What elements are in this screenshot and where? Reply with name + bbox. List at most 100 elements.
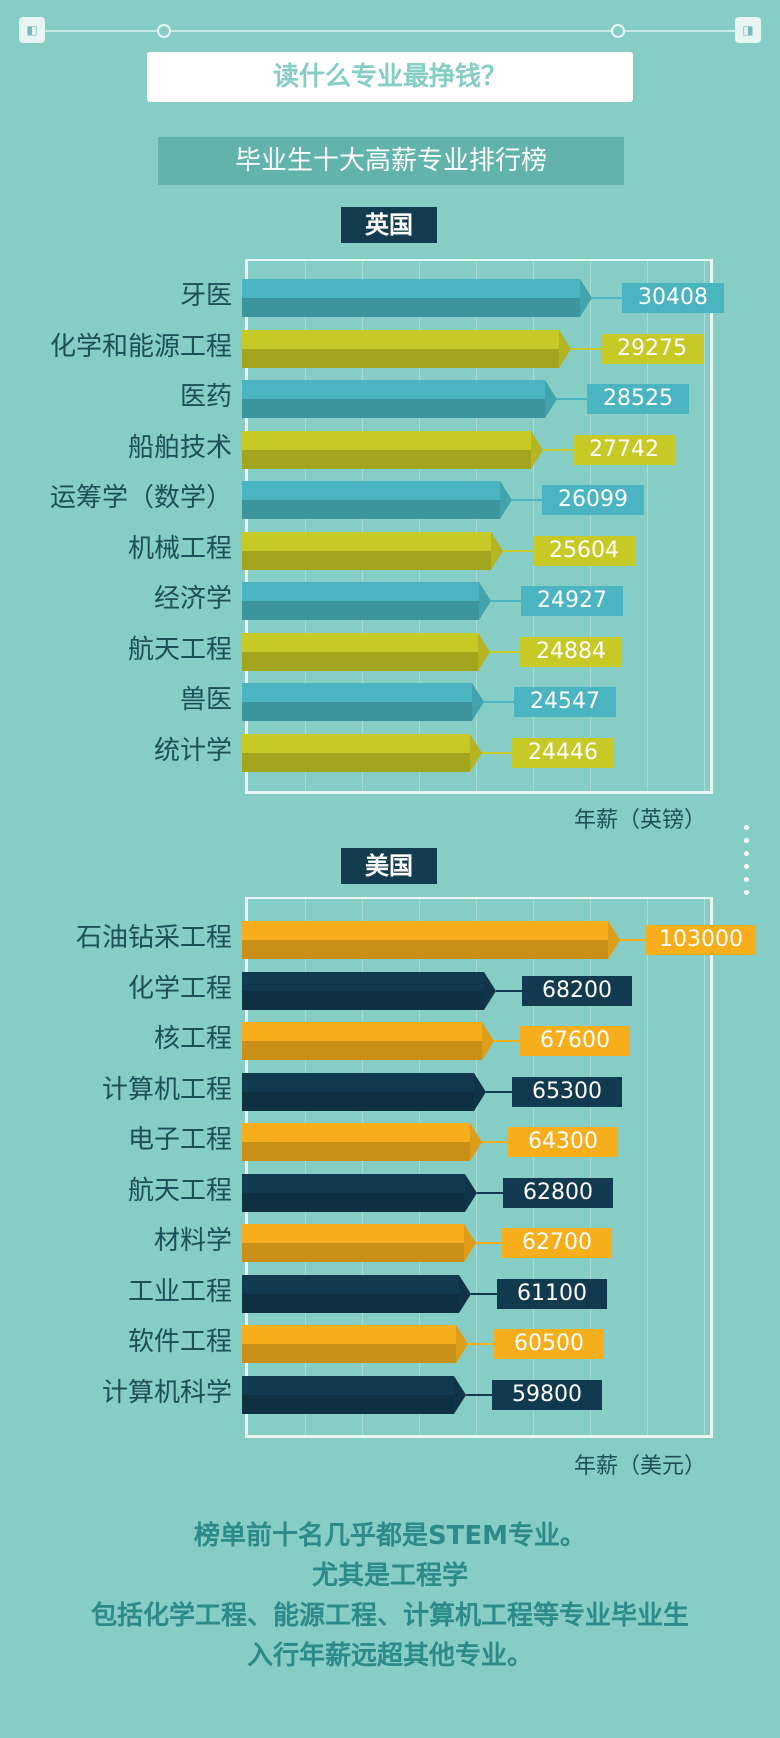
bar: [242, 1274, 471, 1313]
value-label: 62700: [502, 1228, 612, 1258]
category-label: 软件工程: [127, 1327, 232, 1357]
bar: [242, 279, 592, 317]
bar: [242, 1224, 476, 1262]
value-label: 62800: [503, 1177, 613, 1208]
value-label: 68200: [522, 975, 632, 1006]
value-label: 24547: [514, 687, 616, 717]
uk-chart-title: 英国: [341, 207, 437, 243]
category-label: 机械工程: [127, 533, 232, 564]
category-label: 计算机工程: [101, 1074, 232, 1105]
side-dots-icon: [744, 825, 750, 903]
gridline: [419, 261, 420, 791]
bar: [242, 1325, 468, 1363]
value-connector: [476, 1242, 502, 1244]
bar: [242, 531, 503, 570]
value-label: 26099: [542, 485, 644, 515]
gridline: [362, 899, 363, 1435]
value-connector: [482, 1141, 508, 1143]
gridline: [533, 899, 534, 1435]
footer-line-3: 包括化学工程、能源工程、计算机工程等专业毕业生: [90, 1601, 689, 1631]
value-connector: [490, 650, 520, 653]
gridline: [305, 899, 306, 1435]
uk-chart-frame: [245, 259, 713, 794]
value-connector: [468, 1343, 494, 1345]
footer-line-1: 榜单前十名几乎都是STEM专业。: [193, 1521, 587, 1551]
category-label: 计算机科学: [101, 1377, 232, 1408]
top-decor-line: [30, 30, 750, 32]
gridline: [647, 899, 648, 1435]
bar: [242, 481, 512, 519]
value-connector: [543, 448, 573, 451]
category-label: 船舶技术: [127, 432, 232, 463]
value-connector: [486, 1090, 512, 1093]
subtitle: 毕业生十大高薪专业排行榜: [158, 137, 624, 185]
value-label: 25604: [533, 535, 635, 566]
bar: [242, 921, 620, 959]
bar: [242, 733, 482, 772]
category-label: 统计学: [153, 735, 232, 766]
category-label: 核工程: [153, 1024, 232, 1054]
value-connector: [571, 347, 601, 350]
category-label: 材料学: [153, 1226, 232, 1256]
category-label: 运筹学（数学）: [49, 483, 232, 513]
footer-line-4: 入行年薪远超其他专业。: [246, 1641, 533, 1671]
value-label: 61100: [497, 1278, 607, 1309]
value-label: 24884: [520, 636, 622, 667]
gridline: [590, 261, 591, 791]
gridline: [476, 899, 477, 1435]
bar: [242, 1072, 486, 1111]
us-x-axis-label: 年薪（美元）: [574, 1454, 707, 1479]
category-label: 医药: [179, 382, 232, 412]
gridline: [476, 261, 477, 791]
value-connector: [557, 398, 587, 400]
gridline: [533, 261, 534, 791]
bar: [242, 971, 496, 1010]
value-connector: [503, 549, 533, 552]
value-connector: [620, 939, 646, 941]
left-corner-icon: ◧: [19, 17, 45, 43]
value-connector: [512, 499, 542, 501]
value-connector: [592, 297, 622, 299]
gridline: [590, 899, 591, 1435]
value-label: 29275: [601, 333, 703, 364]
category-label: 经济学: [153, 584, 232, 614]
bar: [242, 430, 543, 469]
bar: [242, 1123, 482, 1161]
category-label: 航天工程: [127, 634, 232, 665]
value-label: 65300: [512, 1076, 622, 1107]
value-label: 60500: [494, 1329, 604, 1359]
value-label: 24927: [521, 586, 623, 616]
gridline: [647, 261, 648, 791]
value-label: 64300: [508, 1127, 618, 1157]
category-label: 电子工程: [127, 1125, 232, 1155]
value-connector: [484, 701, 514, 703]
category-label: 工业工程: [127, 1276, 232, 1307]
right-corner-icon: ◨: [735, 17, 761, 43]
gridline: [362, 261, 363, 791]
decor-dot-icon: [157, 24, 171, 38]
value-label: 67600: [520, 1026, 630, 1056]
value-connector: [471, 1292, 497, 1295]
value-label: 24446: [512, 737, 614, 768]
value-label: 59800: [492, 1379, 602, 1410]
value-label: 28525: [587, 384, 689, 414]
footer-line-2: 尤其是工程学: [311, 1561, 468, 1591]
category-label: 化学和能源工程: [49, 331, 232, 362]
bar: [242, 632, 490, 671]
bar: [242, 1022, 494, 1060]
gridline: [704, 261, 705, 791]
gridline: [305, 261, 306, 791]
value-connector: [482, 751, 512, 754]
value-connector: [466, 1393, 492, 1396]
bar: [242, 1375, 466, 1414]
value-label: 103000: [646, 925, 756, 955]
value-connector: [477, 1191, 503, 1194]
category-label: 牙医: [179, 281, 232, 311]
headline: 读什么专业最挣钱？: [147, 52, 633, 102]
decor-dot-icon: [611, 24, 625, 38]
us-chart-title: 美国: [341, 848, 437, 884]
category-label: 化学工程: [127, 973, 232, 1004]
value-label: 27742: [573, 434, 675, 465]
value-connector: [494, 1040, 520, 1042]
bar: [242, 1173, 477, 1212]
